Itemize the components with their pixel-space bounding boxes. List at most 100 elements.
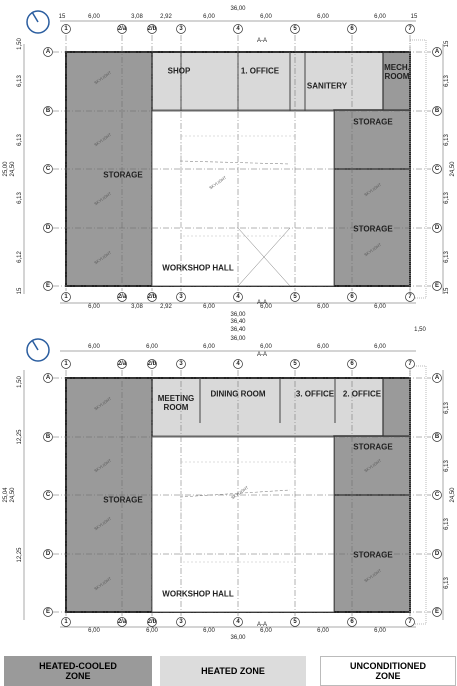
dimension: 6,00 [88,14,100,20]
dimension: 6,00 [146,628,158,634]
dimension: 6,13 [444,518,450,530]
dimension: 6,00 [317,628,329,634]
legend-heated: HEATED ZONE [160,656,306,686]
dimension: 15 [411,14,418,20]
grid-label: C [435,492,439,498]
dimension: 12,25 [17,429,23,444]
dimension-total: 24,50 [10,487,16,502]
grid-label: D [435,551,439,557]
dimension: 6,13 [444,75,450,87]
grid-label: 7 [408,294,411,300]
dimension: 15 [444,41,450,48]
room-label: 3. OFFICE [290,391,340,400]
north-arrows [27,11,49,361]
dimension: 6,00 [374,628,386,634]
grid-label: D [46,551,50,557]
dimension: 15 [59,14,66,20]
dimension: 6,13 [444,577,450,589]
dimension: 6,00 [88,304,100,310]
legend-label: UNCONDITIONED ZONE [343,661,433,682]
grid-label: 1 [64,294,67,300]
dimension: 2,92 [160,14,172,20]
room-label: STORAGE [348,119,398,128]
dimension: 6,00 [317,304,329,310]
grid-label: E [46,609,50,615]
grid-label: B [435,434,439,440]
grid-label: 2/a [118,26,126,32]
dimension: 1,50 [17,376,23,388]
grid-label: E [435,609,439,615]
drawing [0,0,457,686]
section-mark: A-A [257,38,267,44]
grid-label: 1 [64,26,67,32]
dimension: 6,13 [444,134,450,146]
legend-heated-cooled: HEATED-COOLED ZONE [4,656,152,686]
grid-label: 3 [179,26,182,32]
dimension: 6,00 [146,344,158,350]
grid-label: A [46,49,50,55]
dimension: 6,13 [444,251,450,263]
dimension: 6,13 [444,192,450,204]
dimension: 6,00 [88,628,100,634]
grid-label: 3 [179,294,182,300]
grid-label: 2/b [148,294,157,300]
grid-label: 2/b [148,361,157,367]
north-arrow [32,340,38,350]
grid-label: A [435,49,439,55]
dimension: 2,92 [160,304,172,310]
room-label: 2. OFFICE [337,391,387,400]
room-label: SANITERY [302,83,352,92]
dimension-total: 36,00 [230,635,245,641]
grid-label: 1 [64,361,67,367]
heated-zone [152,52,383,110]
dimension: 6,00 [203,628,215,634]
dimension: 6,13 [17,192,23,204]
grid-label: 4 [236,361,239,367]
dimension: 1,50 [414,327,426,333]
grid-label: E [435,283,439,289]
grid-label: E [46,283,50,289]
grid-label: D [46,225,50,231]
unconditioned-zone [152,437,334,612]
dimension: 6,00 [203,344,215,350]
dimension: 3,08 [131,14,143,20]
grid-label: 6 [350,361,353,367]
dimension-total: 24,50 [450,161,456,176]
unconditioned-zone [152,111,334,286]
grid-label: 1 [64,619,67,625]
dimension-total: 24,50 [10,161,16,176]
grid-label: A [46,375,50,381]
room-label: 1. OFFICE [235,68,285,77]
grid-label: 3 [179,619,182,625]
dimension: 6,12 [17,251,23,263]
dimension: 6,00 [374,14,386,20]
grid-label: 4 [236,619,239,625]
room-label: DINING ROOM [208,391,268,400]
floor-plans: HEATED-COOLED ZONE HEATED ZONE UNCONDITI… [0,0,457,686]
room-label: WORKSHOP HALL [158,265,238,274]
room-label: MEETING ROOM [151,395,201,413]
legend-label: HEATED ZONE [201,666,265,676]
grid-label: 3 [179,361,182,367]
dimension-total: 36,00 [230,6,245,12]
grid-label: 6 [350,26,353,32]
heated-cooled-zone [383,378,410,436]
grid-label: A [435,375,439,381]
dimension: 6,00 [260,304,272,310]
grid-label: B [46,108,50,114]
dimension: 6,00 [260,344,272,350]
grid-label: D [435,225,439,231]
dimension: 6,13 [444,460,450,472]
grid-label: 5 [293,361,296,367]
north-arrow [32,12,38,22]
grid-label: 2/b [148,619,157,625]
dimension: 6,13 [17,134,23,146]
grid-label: 7 [408,361,411,367]
dimension: 6,00 [260,628,272,634]
grid-label: 2/a [118,619,126,625]
grid-label: 7 [408,26,411,32]
dimension: 6,00 [260,14,272,20]
dimension: 6,00 [374,344,386,350]
dimension: 12,25 [17,547,23,562]
room-label: STORAGE [348,444,398,453]
